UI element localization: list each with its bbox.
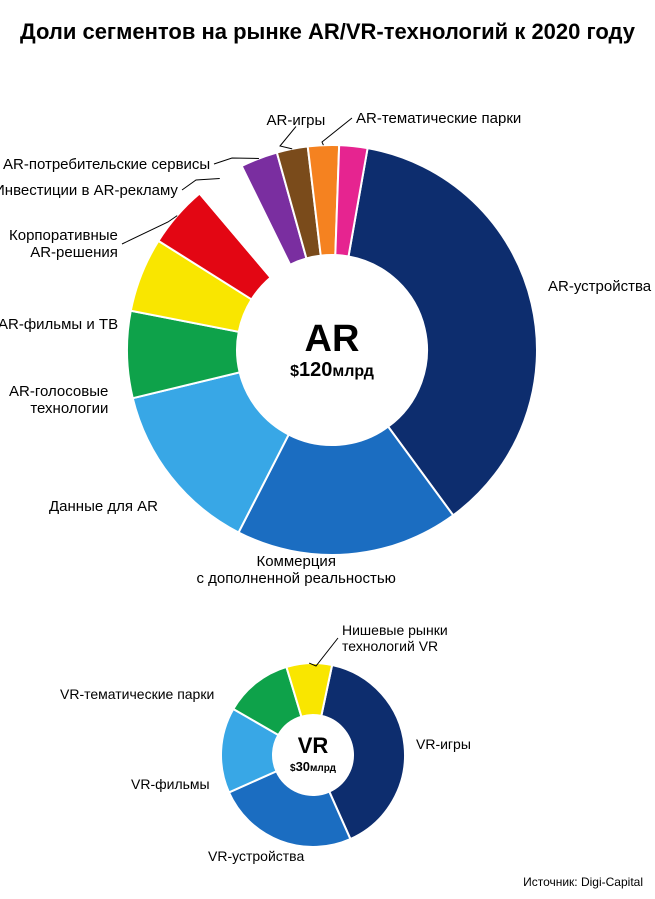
ar-slice-label: AR-потребительские сервисы [3,156,210,173]
vr-slice-label: VR-игры [416,736,471,752]
source-attribution: Источник: Digi-Capital [523,875,643,889]
ar-slice-label: КорпоративныеAR-решения [9,227,118,262]
vr-center-title: VR [290,735,336,757]
ar-slice-label: Данные для AR [49,498,158,515]
page-title: Доли сегментов на рынке AR/VR-технологий… [0,18,655,46]
ar-slice-label: AR-игры [267,112,326,129]
ar-slice-label: AR-устройства [548,278,651,295]
vr-slice-label: Нишевые рынкитехнологий VR [342,622,448,654]
ar-center-value: $120млрд [290,360,374,380]
vr-slice-label: VR-устройства [208,848,304,864]
ar-slice-label: AR-фильмы и ТВ [0,316,118,333]
ar-center-title: AR [290,320,374,358]
ar-slice-label: AR-тематические парки [356,110,521,127]
vr-slice-label: VR-фильмы [131,776,210,792]
ar-slice-label: Коммерцияс дополненной реальностью [197,553,396,588]
ar-center-label: AR $120млрд [290,320,374,380]
ar-slice-label: Инвестиции в AR-рекламу [0,182,178,199]
vr-center-value: $30млрд [290,759,336,775]
vr-slice-label: VR-тематические парки [60,686,214,702]
vr-center-label: VR $30млрд [290,735,336,775]
leader-line [309,638,338,666]
leader-line [322,118,352,145]
ar-slice-label: AR-голосовыетехнологии [9,383,108,418]
vr-donut-chart: VR $30млрд [221,663,405,847]
ar-donut-chart: AR $120млрд [127,145,537,555]
